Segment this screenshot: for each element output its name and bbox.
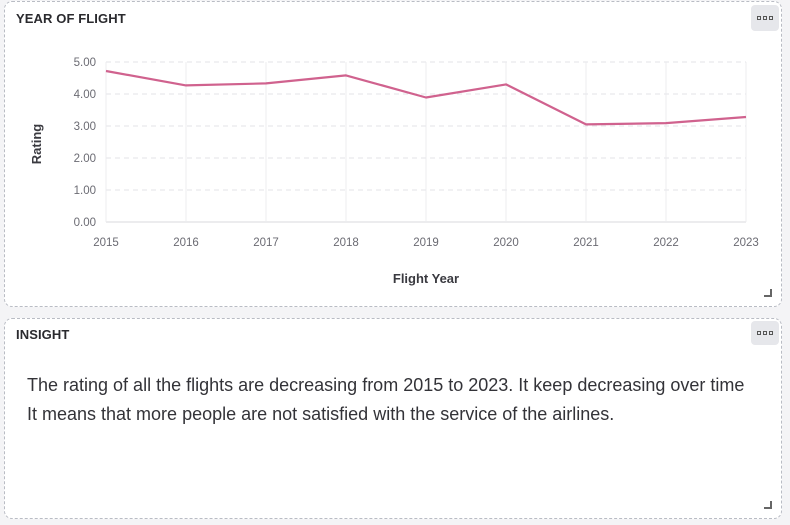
insight-panel-title: INSIGHT xyxy=(16,327,70,342)
rating-series-line xyxy=(105,69,747,126)
menu-dot-icon xyxy=(763,16,767,20)
chart-panel-menu-button[interactable] xyxy=(751,5,779,31)
menu-dot-icon xyxy=(769,16,773,20)
chart-panel-resize-handle[interactable] xyxy=(764,289,772,297)
x-tick-label: 2020 xyxy=(493,237,519,249)
x-tick-label: 2023 xyxy=(733,237,759,249)
menu-dot-icon xyxy=(757,16,761,20)
chart-panel-title: YEAR OF FLIGHT xyxy=(16,11,126,26)
insight-panel: INSIGHT The rating of all the flights ar… xyxy=(4,318,782,519)
menu-dot-icon xyxy=(763,331,767,335)
insight-panel-resize-handle[interactable] xyxy=(764,501,772,509)
line-chart: 0.001.002.003.004.005.00 2015 2016 2017 201… xyxy=(29,57,759,286)
menu-dot-icon xyxy=(757,331,761,335)
y-tick-label: 4.00 xyxy=(74,89,96,101)
grid-layer xyxy=(105,61,747,223)
x-axis-title: Flight Year xyxy=(393,271,459,286)
x-tick-label: 2021 xyxy=(573,237,599,249)
y-tick-label: 5.00 xyxy=(74,57,96,69)
x-tick-label: 2019 xyxy=(413,237,439,249)
x-tick-label: 2016 xyxy=(173,237,199,249)
x-axis-ticks: 2015 2016 2017 2018 2019 2020 2021 2022 2023 xyxy=(93,237,759,249)
x-tick-label: 2018 xyxy=(333,237,359,249)
y-tick-label: 1.00 xyxy=(74,185,96,197)
y-tick-label: 3.00 xyxy=(74,121,96,133)
y-tick-label: 2.00 xyxy=(74,153,96,165)
y-axis-ticks: 0.00 1.00 2.00 3.00 4.00 5.00 xyxy=(74,57,96,229)
menu-dot-icon xyxy=(769,331,773,335)
y-axis-title: Rating xyxy=(29,124,44,165)
insight-panel-menu-button[interactable] xyxy=(751,321,779,345)
x-tick-label: 2017 xyxy=(253,237,279,249)
x-tick-label: 2022 xyxy=(653,237,679,249)
chart-panel: YEAR OF FLIGHT 0.00 1.00 2.00 3.00 4.00 5.00 … xyxy=(4,1,782,307)
x-tick-label: 2015 xyxy=(93,237,119,249)
y-tick-label: 0.00 xyxy=(74,217,96,229)
insight-text: The rating of all the flights are decrea… xyxy=(27,375,745,424)
